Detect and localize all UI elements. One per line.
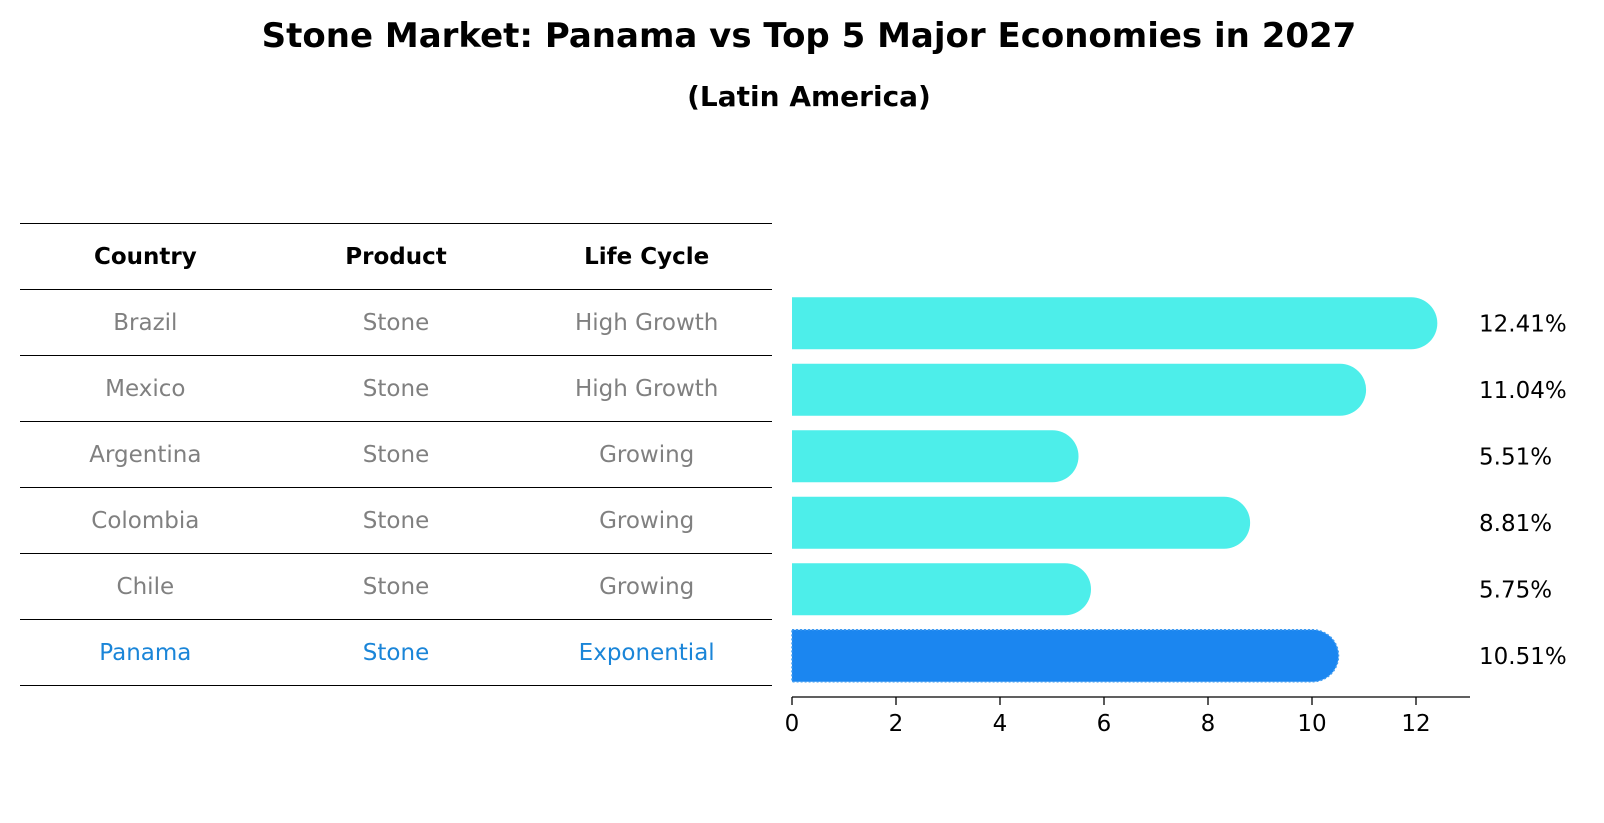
x-tick-label: 6 (1097, 711, 1112, 737)
bar (792, 496, 1251, 549)
table-row: Chile Stone Growing (20, 553, 772, 619)
value-label: 5.75% (1479, 577, 1552, 603)
x-tick-label: 10 (1297, 711, 1326, 737)
cell-product: Stone (362, 441, 430, 468)
cell-country: Mexico (105, 375, 186, 402)
value-label: 5.51% (1479, 444, 1552, 470)
cell-life-cycle: High Growth (574, 375, 719, 402)
cell-life-cycle: Growing (599, 507, 695, 534)
x-tick-label: 4 (993, 711, 1008, 737)
cell-country: Chile (116, 573, 175, 600)
cell-product: Stone (362, 375, 430, 402)
value-label: 12.41% (1479, 311, 1567, 337)
cell-product: Stone (362, 639, 430, 666)
data-table: Country Product Life Cycle Brazil Stone … (20, 223, 772, 686)
bar (792, 363, 1367, 416)
cell-country: Brazil (113, 309, 178, 336)
header-product: Product (345, 243, 447, 270)
table-header-row: Country Product Life Cycle (20, 223, 772, 289)
header-country: Country (93, 243, 197, 270)
chart-subtitle: (Latin America) (687, 80, 931, 113)
value-label: 10.51% (1479, 644, 1567, 670)
value-label: 11.04% (1479, 378, 1567, 404)
table-row: Brazil Stone High Growth (20, 289, 772, 355)
cell-life-cycle: Growing (599, 573, 695, 600)
cell-life-cycle: Exponential (578, 639, 715, 666)
bar (792, 563, 1091, 616)
cell-product: Stone (362, 309, 430, 336)
table-row-highlighted: Panama Stone Exponential (20, 619, 772, 686)
x-tick-label: 0 (785, 711, 800, 737)
header-life-cycle: Life Cycle (584, 243, 710, 270)
x-tick-label: 8 (1201, 711, 1216, 737)
cell-life-cycle: Growing (599, 441, 695, 468)
x-tick-label: 2 (889, 711, 904, 737)
x-tick-label: 12 (1401, 711, 1430, 737)
table-row: Mexico Stone High Growth (20, 355, 772, 421)
chart-title: Stone Market: Panama vs Top 5 Major Econ… (261, 16, 1357, 56)
bar (792, 297, 1438, 350)
table-row: Argentina Stone Growing (20, 421, 772, 487)
bar (792, 430, 1079, 483)
cell-country: Panama (99, 639, 192, 666)
table-row: Colombia Stone Growing (20, 487, 772, 553)
value-label: 8.81% (1479, 511, 1552, 537)
cell-country: Argentina (89, 441, 202, 468)
cell-country: Colombia (91, 507, 200, 534)
bar-highlighted (791, 629, 1340, 683)
cell-product: Stone (362, 573, 430, 600)
cell-life-cycle: High Growth (574, 309, 719, 336)
cell-product: Stone (362, 507, 430, 534)
